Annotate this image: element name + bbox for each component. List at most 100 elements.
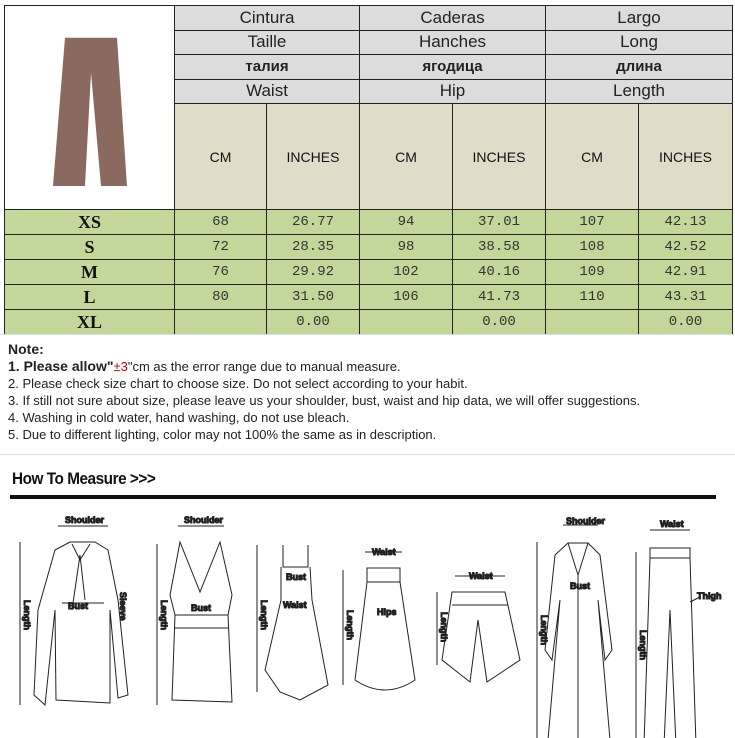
notes-section: Note: 1. Please allow"±3"cm as the error… [8,341,640,443]
measurement-cell: 0.00 [452,309,546,335]
title-underline [10,495,716,499]
divider [0,334,735,335]
measurement-cell [174,309,267,335]
label-shoulder: Shoulder [566,516,605,526]
size-label: XL [4,309,175,335]
measurement-cell: 26.77 [266,209,360,235]
header-length-ru: длина [545,54,733,80]
header-waist-es: Cintura [174,5,360,31]
measurement-cell [359,309,453,335]
measurement-cell: 38.58 [452,234,546,260]
pants-product-icon [53,37,127,186]
label-length: Length [439,612,449,642]
header-hip-en: Hip [359,78,546,105]
label-bust: Bust [68,601,88,611]
measurement-cell: 28.35 [266,234,360,260]
measurement-cell: 76 [174,259,267,285]
label-bust: Bust [191,603,211,613]
label-waist: Waist [469,571,493,581]
how-to-measure-title: How To Measure >>> [12,469,156,488]
note-line-4: 4. Washing in cold water, hand washing, … [8,410,350,425]
size-row: XS 68 26.77 94 37.01 107 42.13 [4,209,733,235]
measurement-cell: 0.00 [638,309,733,335]
header-hip-ru: ягодица [359,54,546,80]
measurement-cell [545,309,639,335]
measurement-cell: 80 [174,284,267,310]
size-row: S 72 28.35 98 38.58 108 42.52 [4,234,733,260]
label-hips: Hips [377,607,397,617]
measurement-cell: 110 [545,284,639,310]
unit-cell: INCHES [266,103,360,210]
size-row: L 80 31.50 106 41.73 110 43.31 [4,284,733,310]
measurement-illustrations: Shoulder Bust Length Sleeve Shoulder Bus… [19,515,722,738]
size-label: XS [4,209,175,235]
measurement-cell: 37.01 [452,209,546,235]
measurement-cell: 109 [545,259,639,285]
header-hip-fr: Hanches [359,29,546,56]
dress-illustration: Bust Waist Length [256,545,329,701]
shorts-illustration: Waist Length [436,571,521,683]
skirt-illustration: Waist Hips Length [342,547,416,691]
unit-cell: INCHES [638,103,733,210]
shirt-illustration: Shoulder Bust Length Sleeve [19,515,129,707]
size-row: M 76 29.92 102 40.16 109 42.91 [4,259,733,285]
measurement-cell: 43.31 [638,284,733,310]
label-thigh: Thigh [697,591,722,601]
measurement-cell: 106 [359,284,453,310]
size-row: XL 0.00 0.00 0.00 [4,309,733,335]
product-image [4,5,175,210]
header-row-spanish: Cintura Caderas Largo [4,5,733,210]
header-hip-es: Caderas [359,5,546,31]
label-bust: Bust [286,572,306,582]
measurement-cell: 42.13 [638,209,733,235]
header-waist-fr: Taille [174,29,360,56]
label-waist: Waist [372,547,396,557]
measurement-cell: 98 [359,234,453,260]
unit-cell: INCHES [452,103,546,210]
label-shoulder: Shoulder [184,515,223,525]
measurement-cell: 29.92 [266,259,360,285]
label-waist: Waist [660,519,684,529]
header-row-french: Taille Hanches Long [4,29,733,56]
measurement-cell: 68 [174,209,267,235]
coat-illustration: Shoulder Bust Length [536,516,613,738]
unit-cell: CM [359,103,453,210]
header-length-fr: Long [545,29,733,56]
label-length: Length [539,615,549,645]
measurement-cell: 102 [359,259,453,285]
label-shoulder: Shoulder [65,515,104,525]
note-line-2: 2. Please check size chart to choose siz… [8,376,468,391]
label-sleeve: Sleeve [118,592,128,621]
note-rest: "cm as the error range due to manual mea… [127,359,401,374]
note-line-1: 1. Please allow"±3"cm as the error range… [8,358,640,375]
unit-cell: CM [545,103,639,210]
measurement-cell: 42.91 [638,259,733,285]
size-label: M [4,259,175,285]
label-bust: Bust [570,581,590,591]
measurement-cell: 107 [545,209,639,235]
measurement-cell: 94 [359,209,453,235]
header-length-en: Length [545,78,733,105]
header-waist-ru: талия [174,54,360,80]
note-line-3: 3. If still not sure about size, please … [8,393,641,408]
measurement-cell: 42.52 [638,234,733,260]
unit-cell: CM [174,103,267,210]
notes-title: Note: [8,341,44,357]
divider [0,454,735,455]
tank-illustration: Shoulder Bust Length [156,515,233,705]
pants-illustration: Waist Thigh Length [635,519,722,738]
measurement-cell: 0.00 [266,309,360,335]
note-line-5: 5. Due to different lighting, color may … [8,427,437,442]
label-length: Length [638,630,648,660]
header-waist-en: Waist [174,78,360,105]
measurement-cell: 108 [545,234,639,260]
label-waist: Waist [283,600,307,610]
measurement-cell: 41.73 [452,284,546,310]
size-label: S [4,234,175,260]
label-length: Length [159,600,169,630]
measurement-cell: 40.16 [452,259,546,285]
measurement-cell: 31.50 [266,284,360,310]
header-length-es: Largo [545,5,733,31]
note-bold: 1. Please allow" [8,358,114,374]
